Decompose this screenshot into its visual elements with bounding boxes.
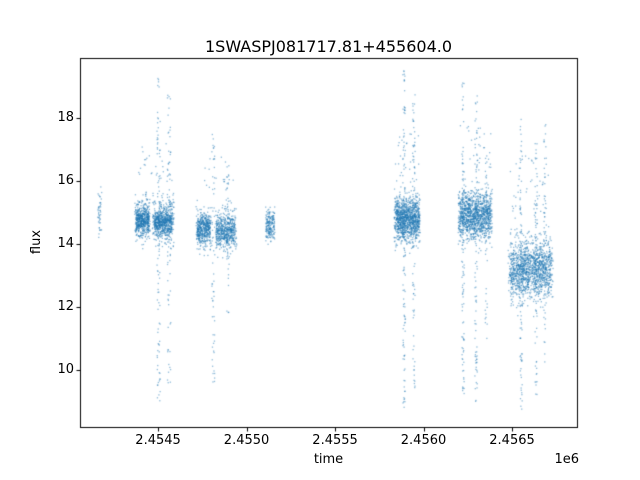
y-tick-label: 18 bbox=[57, 109, 74, 125]
y-tick-label: 10 bbox=[57, 362, 74, 378]
plot-title: 1SWASPJ081717.81+455604.0 bbox=[204, 37, 453, 56]
x-tick-label: 2.4555 bbox=[312, 433, 358, 448]
y-tick-label: 16 bbox=[57, 173, 74, 188]
x-tick-label: 2.4565 bbox=[489, 433, 535, 448]
x-axis-label: time bbox=[313, 452, 344, 467]
x-tick-label: 2.4550 bbox=[223, 433, 270, 448]
x-tick-label: 2.4545 bbox=[135, 433, 181, 448]
x-tick-label: 2.4560 bbox=[400, 433, 447, 448]
y-tick-label: 14 bbox=[57, 236, 74, 252]
x-axis-offset-label: 1e6 bbox=[554, 452, 579, 467]
y-tick-label: 12 bbox=[57, 299, 74, 315]
